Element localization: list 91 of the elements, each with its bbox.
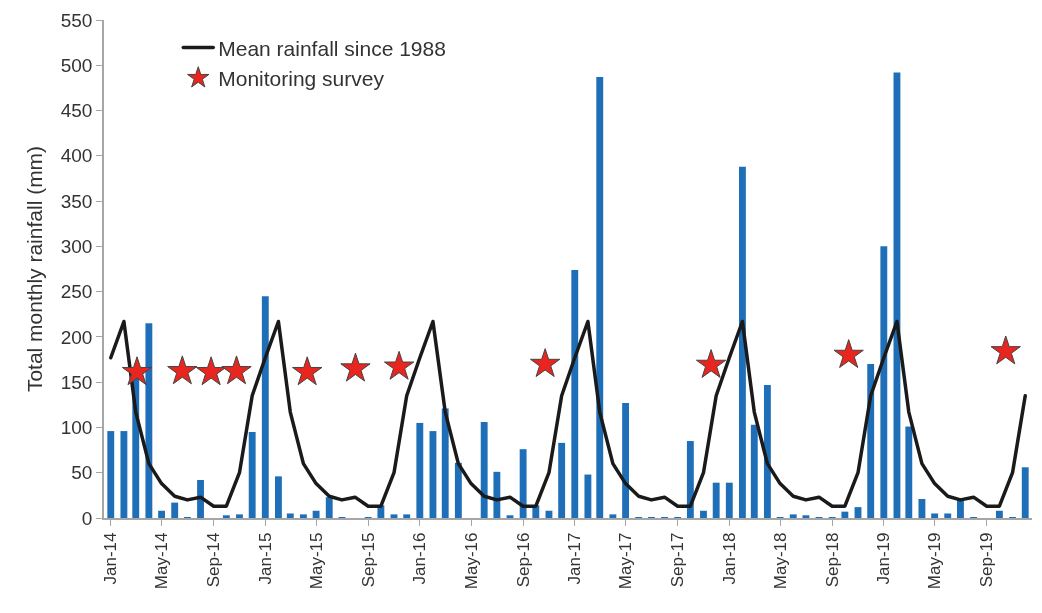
bar [120,431,128,518]
bar [622,403,630,518]
bar [944,513,952,518]
y-tick-label: 350 [60,190,93,212]
y-tick-label: 200 [60,326,93,348]
y-tick-label: 0 [81,507,93,529]
bar [841,511,849,518]
bar [286,513,294,518]
bar [248,431,256,518]
x-tick-label: Jan-16 [410,532,430,585]
x-tick-label: May-17 [616,532,636,590]
x-tick-label: Jan-14 [101,532,121,585]
bar [441,408,449,518]
y-tick-label: 500 [60,54,93,76]
bar [931,513,939,518]
point [121,356,153,386]
bar [274,476,282,518]
point [990,335,1021,365]
bar [236,514,243,518]
bar [519,449,527,518]
bar [763,384,771,518]
point [167,355,198,385]
x-tick-label: May-14 [152,532,172,590]
x-tick-label: Jan-15 [255,532,275,585]
bar [171,502,179,518]
x-tick-label: Sep-19 [977,532,997,588]
bar [584,474,592,518]
y-tick-label: 250 [60,281,93,303]
bar [609,514,617,518]
x-tick-label: May-18 [770,532,790,590]
bar [596,77,604,518]
point [340,352,371,382]
x-tick-label: Sep-17 [668,532,688,588]
x-tick-label: Jan-17 [565,532,585,585]
point [292,356,323,386]
bar [738,166,746,518]
x-tick-label: Sep-16 [513,532,533,588]
bar [145,323,153,518]
bar [506,515,514,518]
bar [493,471,501,518]
bar [558,442,566,518]
bar [403,514,411,518]
x-tick-label: May-19 [925,532,945,590]
bar [390,514,398,518]
point [529,348,561,378]
x-tick-label: Sep-18 [822,532,842,588]
bar [918,498,926,518]
bar [700,510,707,518]
bar [325,497,333,518]
bar [1021,467,1029,518]
bar [261,296,269,518]
point [221,355,252,385]
bar [802,515,810,518]
bar [750,424,758,518]
bar [454,462,462,518]
x-tick-label: Jan-19 [874,532,894,585]
y-tick-label: 150 [60,371,93,393]
point [383,350,415,380]
y-tick-label: 400 [60,145,93,167]
bar [107,431,115,518]
point [695,349,727,378]
x-tick-label: May-16 [461,532,481,590]
x-tick-label: May-15 [306,532,326,590]
legend-label: Monitoring survey [218,67,385,91]
bar [725,482,733,518]
y-axis-title: Total monthly rainfall (mm) [23,145,47,393]
y-tick-label: 50 [71,462,93,484]
bar [905,426,913,518]
bar [686,441,694,518]
bar [571,269,579,518]
y-tick-label: 550 [60,9,93,31]
bar [299,514,307,518]
bar [416,422,424,518]
bar [222,515,230,518]
bar [158,510,166,518]
line-series [109,319,1027,508]
y-tick-label: 300 [60,236,93,258]
bar [789,514,797,518]
point [833,339,864,368]
point [195,356,227,386]
bar [312,510,320,518]
bar [480,422,488,518]
bar [712,482,720,518]
bar [995,510,1003,518]
legend-label: Mean rainfall since 1988 [218,36,446,60]
y-tick-label: 450 [60,100,93,122]
x-tick-label: Jan-18 [719,532,739,585]
y-tick-label: 100 [60,417,93,439]
x-tick-label: Sep-14 [204,532,224,588]
x-tick-label: Sep-15 [358,532,378,588]
bar [880,246,888,518]
